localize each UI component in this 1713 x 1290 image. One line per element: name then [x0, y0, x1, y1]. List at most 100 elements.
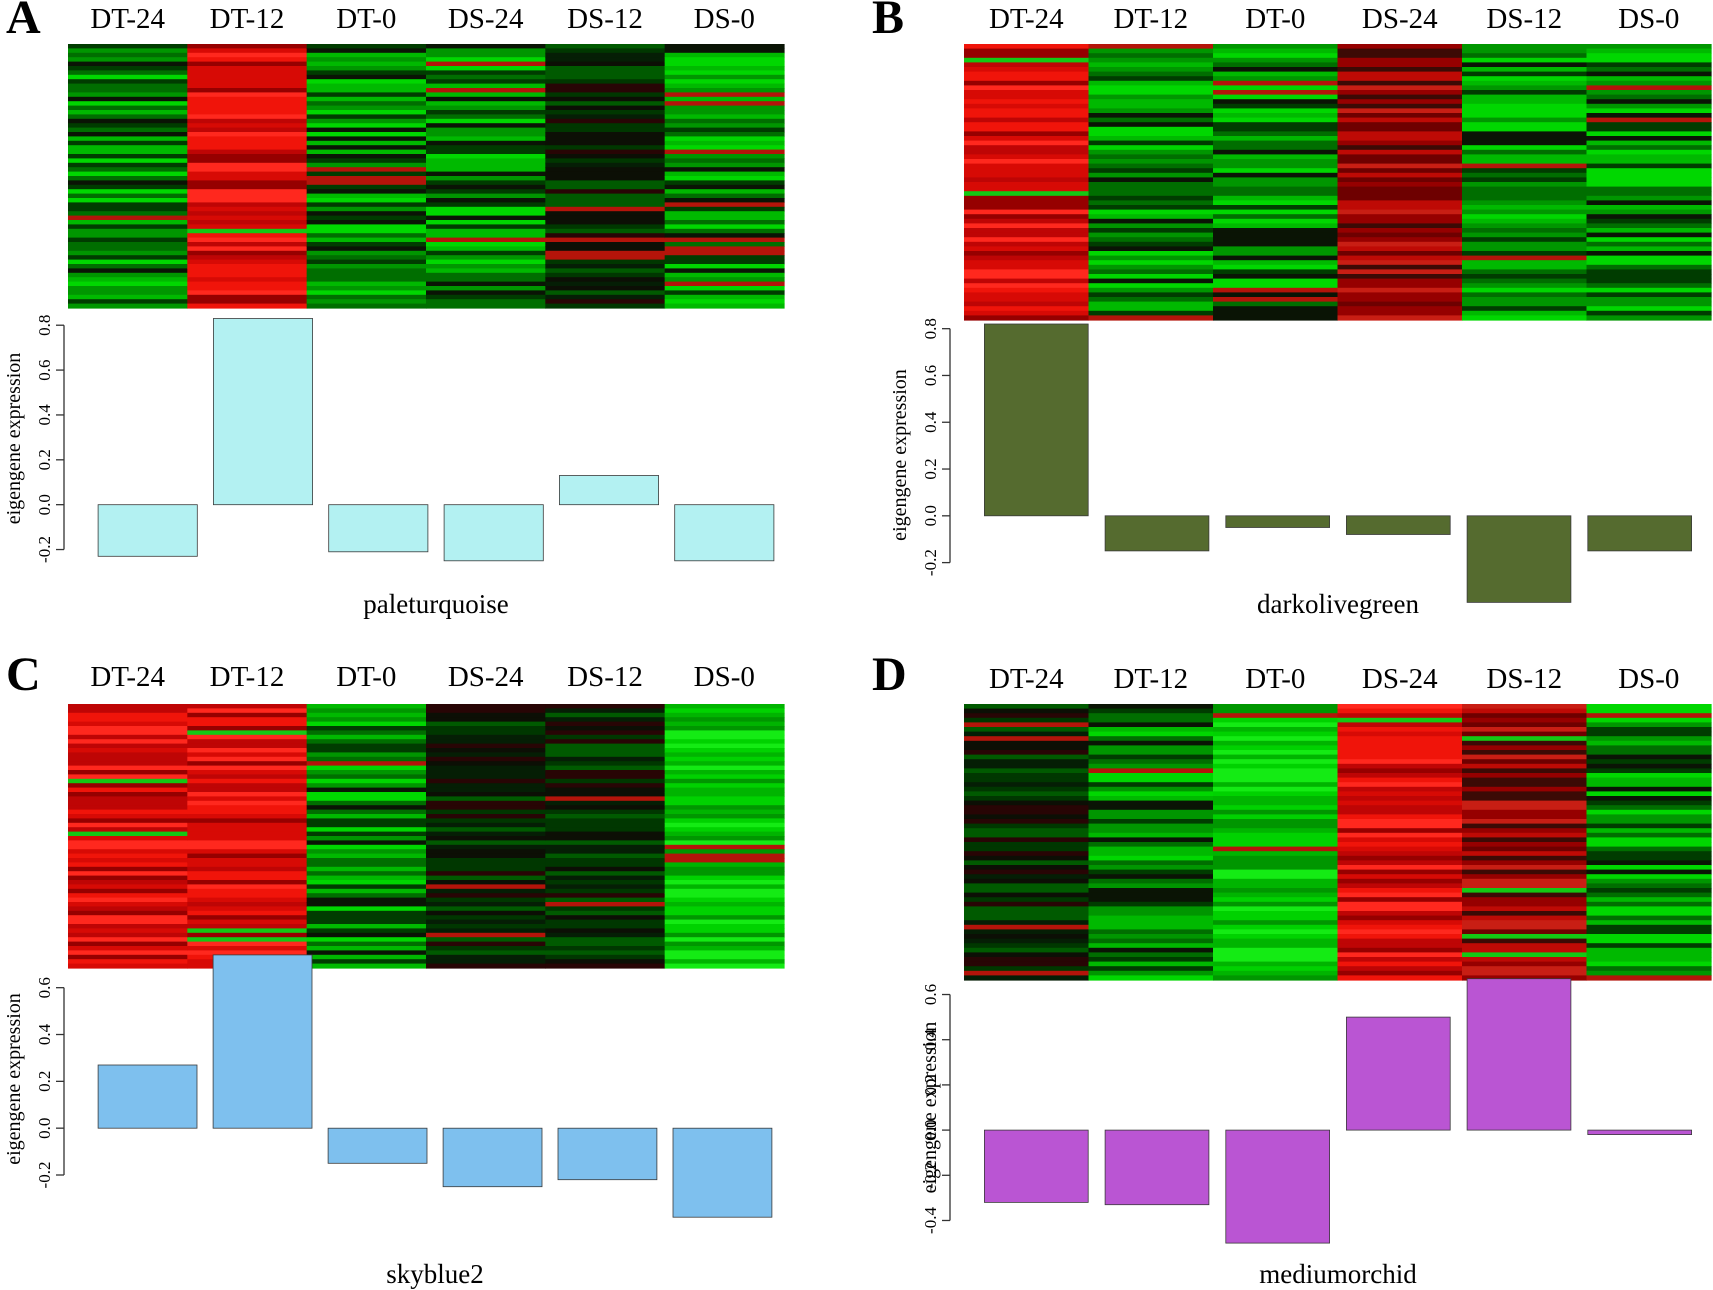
heatmap-cell [68, 928, 188, 934]
heatmap-cell [187, 893, 308, 899]
heatmap-cell [68, 303, 188, 309]
heatmap-cell [68, 237, 188, 243]
heatmap-cell [1213, 731, 1339, 737]
heatmap-cell [545, 827, 666, 833]
heatmap-cell [187, 290, 308, 296]
heatmap-cell [964, 961, 1090, 967]
heatmap-cell [68, 752, 188, 758]
heatmap-cell [964, 163, 1090, 169]
heatmap-cell [306, 127, 427, 133]
heatmap-cell [1337, 975, 1463, 981]
heatmap-cell [964, 901, 1090, 907]
heatmap-cell [545, 946, 666, 951]
heatmap-cell [664, 96, 785, 102]
heatmap-cell [664, 184, 785, 190]
heatmap-cell [306, 140, 427, 146]
bar-series [97, 954, 773, 1218]
heatmap-cell [1213, 264, 1339, 270]
heatmap-cell [68, 721, 188, 727]
heatmap-cell [187, 70, 308, 76]
heatmap-cell [1586, 163, 1712, 169]
heatmap-cell [426, 734, 546, 740]
heatmap-cell [1337, 53, 1463, 59]
heatmap-cell [1337, 855, 1463, 861]
heatmap-cell [187, 44, 308, 49]
bar [212, 954, 313, 1129]
heatmap-cell [68, 167, 188, 173]
heatmap-cell [545, 831, 666, 837]
column-label: DS-24 [1362, 663, 1438, 695]
heatmap-cell [664, 822, 785, 828]
heatmap-cell [1213, 62, 1339, 68]
heatmap-cell [1462, 740, 1588, 746]
heatmap-cell [68, 739, 188, 745]
heatmap-cell [1337, 205, 1463, 211]
heatmap-cell [1088, 736, 1214, 742]
heatmap-cell [964, 145, 1090, 151]
heatmap-cell [1337, 837, 1463, 843]
heatmap-cell [1586, 763, 1712, 769]
heatmap-cell [306, 902, 427, 907]
heatmap-cell [1088, 786, 1214, 792]
heatmap-cell [426, 198, 546, 203]
heatmap-cell [664, 114, 785, 120]
heatmap-cell [1213, 195, 1339, 201]
heatmap-cell [664, 83, 785, 89]
heatmap-cell [1337, 140, 1463, 146]
heatmap-cell [664, 198, 785, 203]
heatmap-cell [68, 950, 188, 956]
heatmap-cell [1213, 172, 1339, 178]
heatmap-cell [187, 853, 308, 859]
heatmap-cell [1586, 713, 1712, 719]
heatmap-cell [964, 970, 1090, 976]
heatmap-cell [306, 92, 427, 98]
bar [1225, 515, 1331, 528]
heatmap-cell [1586, 145, 1712, 151]
heatmap-cell [426, 915, 546, 921]
column-label: DT-12 [210, 661, 285, 693]
heatmap-cell [68, 114, 188, 120]
heatmap-cell [964, 232, 1090, 238]
heatmap-cell [1586, 278, 1712, 284]
heatmap-cell [1462, 883, 1588, 889]
heatmap-cell [1337, 717, 1463, 723]
heatmap-cell [664, 224, 785, 230]
heatmap-cell [68, 831, 188, 837]
heatmap-cell [545, 233, 666, 239]
heatmap-cell [187, 286, 308, 291]
heatmap-cell [1337, 773, 1463, 779]
heatmap-cell [1337, 823, 1463, 829]
heatmap-cell [1337, 218, 1463, 224]
heatmap-cell [68, 884, 188, 890]
panel-letter: B [872, 0, 904, 44]
heatmap-cell [426, 862, 546, 868]
heatmap-cell [68, 792, 188, 797]
heatmap-cell [964, 214, 1090, 220]
heatmap-cell [1088, 938, 1214, 944]
heatmap-cell [1337, 727, 1463, 733]
heatmap-cell [664, 127, 785, 133]
heatmap-cell [545, 242, 666, 247]
heatmap-cell [187, 154, 308, 159]
heatmap-cell [68, 915, 188, 921]
heatmap-cell [964, 76, 1090, 82]
heatmap-cell [1088, 888, 1214, 894]
heatmap-cell [426, 704, 546, 709]
heatmap-cell [1462, 48, 1588, 54]
heatmap-cell [68, 264, 188, 269]
heatmap-cell [1088, 209, 1214, 215]
heatmap-cell [1213, 301, 1339, 307]
heatmap-cell [187, 787, 308, 793]
heatmap-cell [1213, 85, 1339, 91]
heatmap-cell [306, 299, 427, 305]
heatmap-cell [964, 223, 1090, 229]
heatmap-cell [1088, 76, 1214, 82]
heatmap-cell [1586, 717, 1712, 723]
heatmap-cell [1213, 704, 1339, 710]
heatmap-cell [426, 118, 546, 124]
heatmap-cell [1213, 957, 1339, 963]
heatmap-cell [1586, 874, 1712, 880]
heatmap-cell [426, 224, 546, 230]
heatmap-cell [664, 765, 785, 771]
heatmap-cell [426, 770, 546, 775]
